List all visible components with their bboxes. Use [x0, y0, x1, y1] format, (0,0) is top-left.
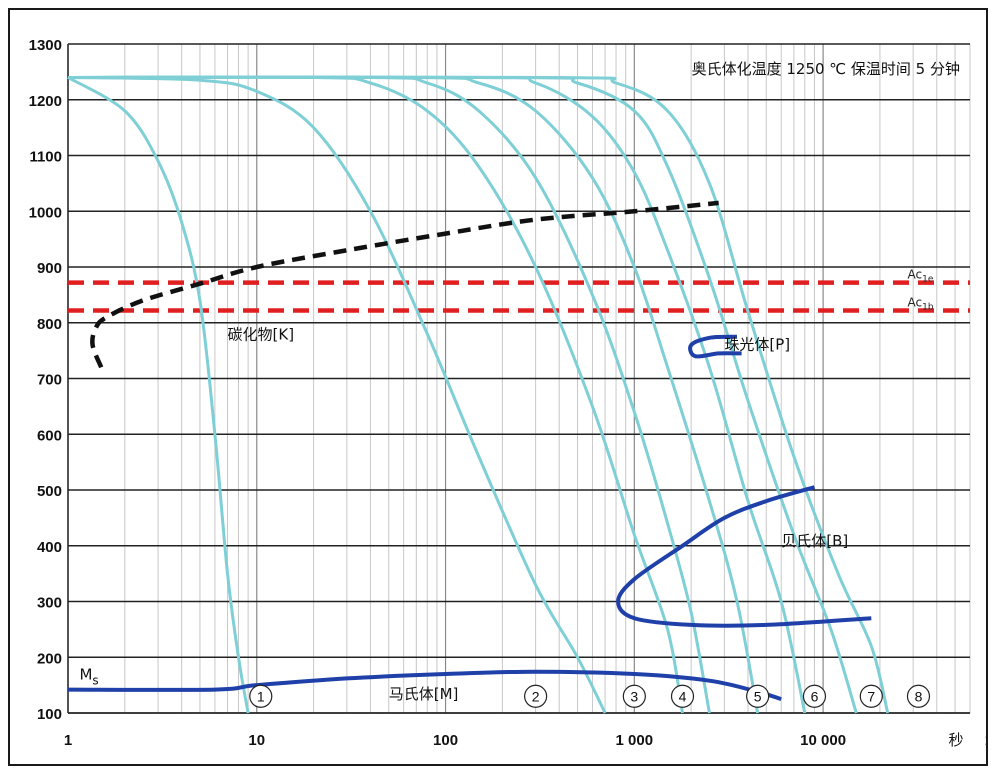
cct-chart: 1002003004005006007008009001000110012001…: [29, 37, 986, 749]
martensite-label: 马氏体[M]: [389, 685, 459, 703]
x-tick-label: 1: [64, 732, 72, 749]
curve-number-label: 3: [630, 688, 638, 704]
curve-number-label: 7: [867, 688, 875, 704]
y-tick-label: 400: [37, 539, 62, 556]
chart-frame: 100 200 300 400 500 600 700 800 900 1000 1100 1200 1…: [8, 8, 988, 766]
curve-number-label: 1: [257, 688, 265, 704]
martensite-curve: [67, 669, 782, 702]
bainite-curve: [616, 485, 872, 628]
cooling-curve-2: [67, 76, 607, 714]
y-tick-label: 1000: [29, 204, 62, 221]
curve-number-circle: [249, 684, 273, 708]
carbide-curve: [90, 200, 719, 369]
y-tick-label: 500: [37, 483, 62, 500]
cooling-curve-5: [67, 75, 760, 714]
curve-number-circle: [906, 684, 931, 708]
bainite-label: 贝氏体[B]: [781, 532, 848, 550]
y-tick-label: 1300: [29, 37, 62, 54]
pearlite-curve: [688, 334, 742, 359]
curve-number-circle: [622, 684, 646, 708]
y-tick-label: 600: [37, 427, 62, 444]
cooling-curves: [67, 75, 890, 714]
x-tick-label: 1 000: [616, 732, 654, 749]
y-tick-label: 300: [37, 595, 62, 612]
cooling-curve-8: [67, 75, 890, 714]
x-tick-label: 10: [248, 732, 265, 749]
phase-curves: [67, 200, 872, 702]
x-tick-label: 100 000: [985, 732, 986, 749]
chart-title: 奥氏体化温度 1250 ℃ 保温时间 5 分钟: [692, 60, 960, 78]
y-tick-label: 200: [37, 650, 62, 667]
grid-lines: [67, 43, 971, 714]
y-tick-label: 1100: [29, 149, 62, 166]
cooling-curve-6: [67, 75, 807, 714]
y-tick-label: 1200: [29, 93, 62, 110]
x-unit-label: 秒: [949, 731, 964, 749]
y-tick-label: 700: [37, 372, 62, 389]
curve-number-circle: [524, 684, 548, 708]
ms-label: Ms: [79, 666, 98, 688]
curve-number-label: 6: [811, 688, 819, 704]
curve-number-label: 8: [915, 688, 923, 704]
x-tick-label: 100: [433, 732, 458, 749]
cooling-curve-1: [67, 76, 250, 714]
pearlite-label: 珠光体[P]: [724, 336, 790, 354]
curve-number-label: 5: [754, 688, 762, 704]
y-tick-label: 900: [37, 260, 62, 277]
carbide-label: 碳化物[K]: [228, 325, 295, 343]
axis-ticks: 1002003004005006007008009001000110012001…: [29, 37, 986, 749]
y-tick-label: 800: [37, 316, 62, 333]
x-tick-label: 10 000: [800, 732, 846, 749]
cooling-curve-7: [67, 75, 858, 714]
y-tick-label: 100: [37, 706, 62, 723]
curve-number-circle: [746, 684, 770, 708]
curve-number-label: 4: [679, 688, 687, 704]
curve-number-circle: [802, 684, 827, 708]
curve-number-label: 2: [532, 688, 540, 704]
curve-number-circle: [670, 684, 695, 708]
curve-labels: 碳化物[K] 珠光体[P] 贝氏体[B] 马氏体[M] Ms 1 2 3 4 5 6 7 8: [79, 325, 931, 708]
curve-number-circle: [859, 684, 883, 708]
